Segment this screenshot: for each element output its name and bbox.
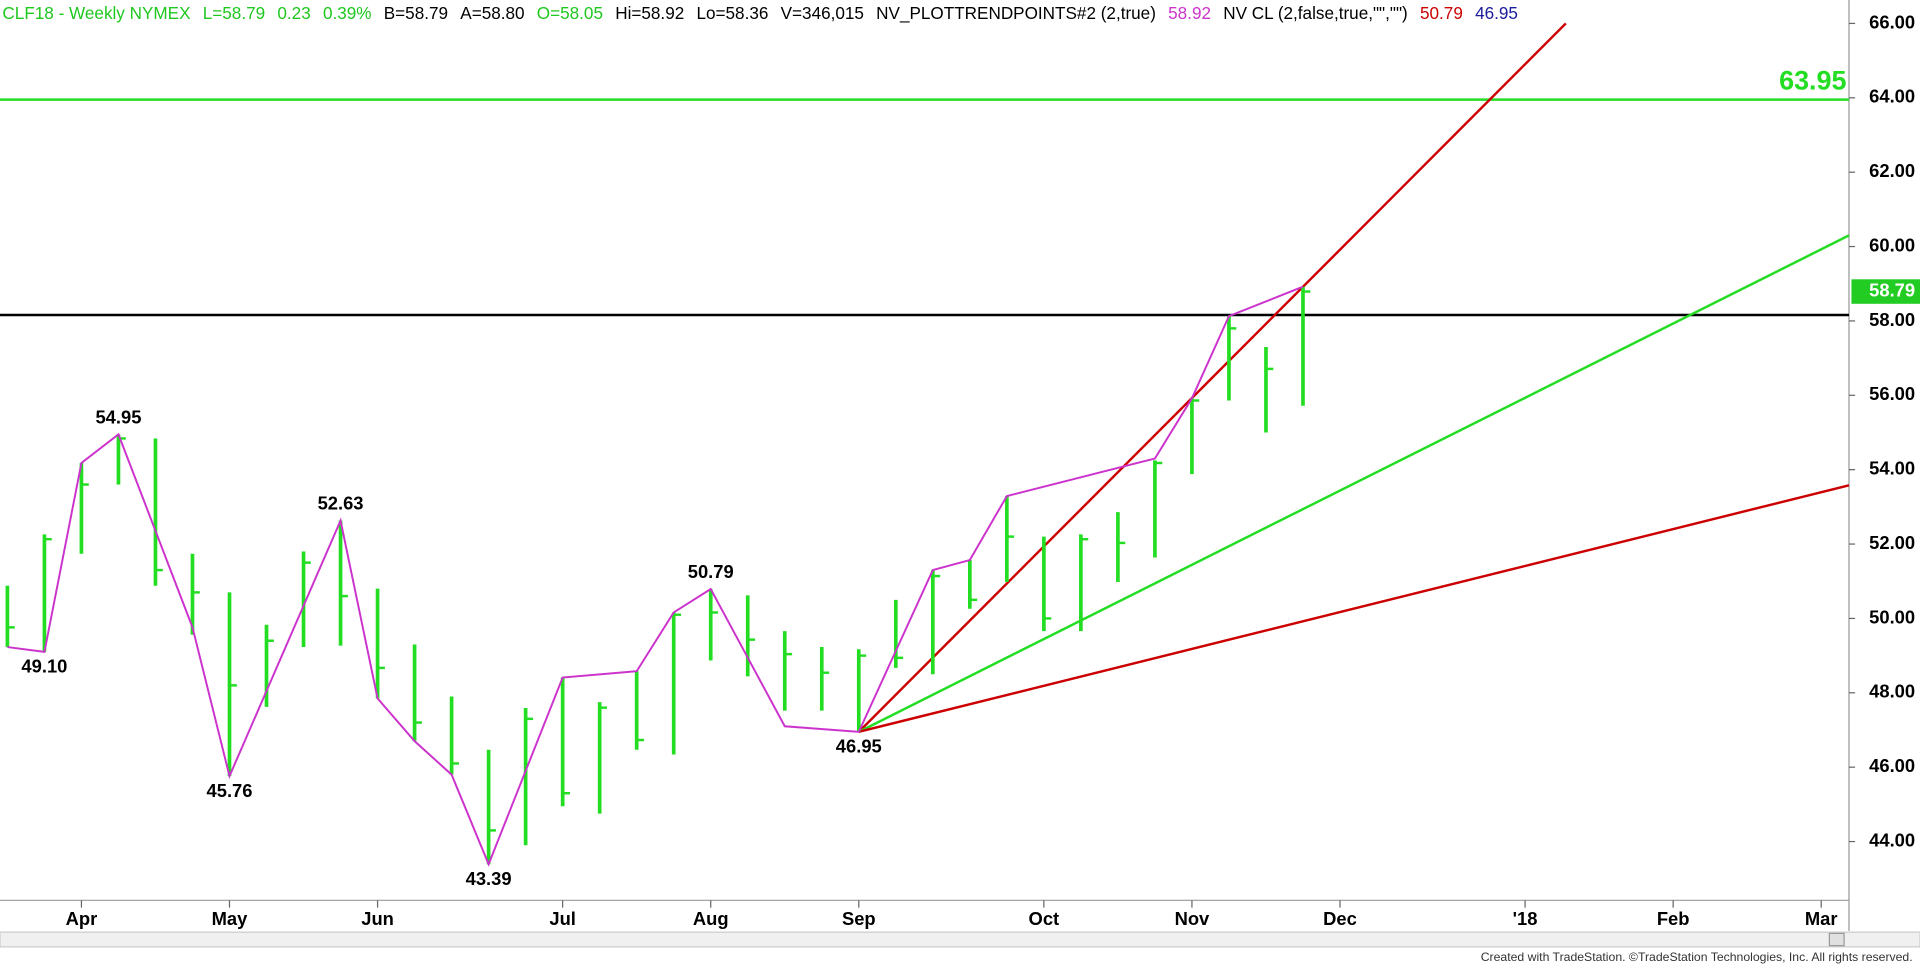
y-tick-label: 62.00 bbox=[1869, 160, 1915, 181]
footer: Created with TradeStation. ©TradeStation… bbox=[1481, 950, 1913, 964]
header-field: 58.92 bbox=[1168, 3, 1211, 23]
x-tick-label: Oct bbox=[1029, 908, 1060, 929]
header-field: A=58.80 bbox=[460, 3, 524, 23]
trend-points-line bbox=[7, 285, 1304, 867]
swing-label: 45.76 bbox=[207, 780, 253, 801]
swing-label: 52.63 bbox=[318, 493, 364, 514]
y-tick-label: 48.00 bbox=[1869, 681, 1915, 702]
trend-line bbox=[858, 484, 1850, 734]
y-tick-label: 58.00 bbox=[1869, 309, 1915, 330]
swing-label: 49.10 bbox=[21, 656, 67, 677]
y-tick-label: 50.00 bbox=[1869, 606, 1915, 627]
y-tick-label: 64.00 bbox=[1869, 86, 1915, 107]
y-tick-label: 60.00 bbox=[1869, 234, 1915, 255]
x-tick-label: Nov bbox=[1175, 908, 1210, 929]
header-field: L=58.79 bbox=[203, 3, 265, 23]
header-field: NV_PLOTTRENDPOINTS#2 (2,true) bbox=[876, 3, 1156, 23]
trend-line bbox=[857, 22, 1567, 733]
swing-label: 46.95 bbox=[836, 736, 882, 757]
header-field: 50.79 bbox=[1420, 3, 1463, 23]
x-tick-label: Apr bbox=[66, 908, 98, 929]
header-field: CLF18 - Weekly NYMEX bbox=[2, 3, 191, 23]
swing-label: 50.79 bbox=[688, 561, 734, 582]
header-field: 0.23 bbox=[277, 3, 310, 23]
x-tick-label: Sep bbox=[842, 908, 876, 929]
header-field: Hi=58.92 bbox=[615, 3, 684, 23]
header-field: 46.95 bbox=[1475, 3, 1518, 23]
x-tick-label: Feb bbox=[1657, 908, 1690, 929]
level-label: 63.95 bbox=[1779, 66, 1846, 96]
header-field: Lo=58.36 bbox=[696, 3, 768, 23]
header-field: V=346,015 bbox=[781, 3, 864, 23]
last-price-box bbox=[1851, 279, 1920, 304]
x-tick-label: Jun bbox=[361, 908, 394, 929]
y-tick-label: 46.00 bbox=[1869, 755, 1915, 776]
x-tick-label: Mar bbox=[1805, 908, 1838, 929]
scrollbar-thumb[interactable] bbox=[1828, 932, 1845, 947]
x-tick-label: Dec bbox=[1323, 908, 1357, 929]
y-tick-label: 66.00 bbox=[1869, 11, 1915, 32]
x-tick-label: Jul bbox=[549, 908, 576, 929]
y-tick-label: 54.00 bbox=[1869, 458, 1915, 479]
scrollbar[interactable] bbox=[0, 931, 1920, 948]
header-field: B=58.79 bbox=[384, 3, 448, 23]
swing-label: 54.95 bbox=[95, 406, 141, 427]
y-tick-label: 52.00 bbox=[1869, 532, 1915, 553]
y-tick-label: 44.00 bbox=[1869, 829, 1915, 850]
last-price-label: 58.79 bbox=[1869, 279, 1915, 300]
header-field: O=58.05 bbox=[537, 3, 603, 23]
x-tick-label: Aug bbox=[693, 908, 729, 929]
x-tick-label: '18 bbox=[1513, 908, 1538, 929]
y-tick-label: 56.00 bbox=[1869, 383, 1915, 404]
header: CLF18 - Weekly NYMEX L=58.79 0.23 0.39% B=58… bbox=[2, 3, 1518, 23]
trend-line bbox=[858, 234, 1850, 733]
swing-label: 43.39 bbox=[466, 868, 512, 889]
x-tick-label: May bbox=[212, 908, 248, 929]
header-field: NV CL (2,false,true,"","") bbox=[1223, 3, 1408, 23]
header-field: 0.39% bbox=[323, 3, 372, 23]
